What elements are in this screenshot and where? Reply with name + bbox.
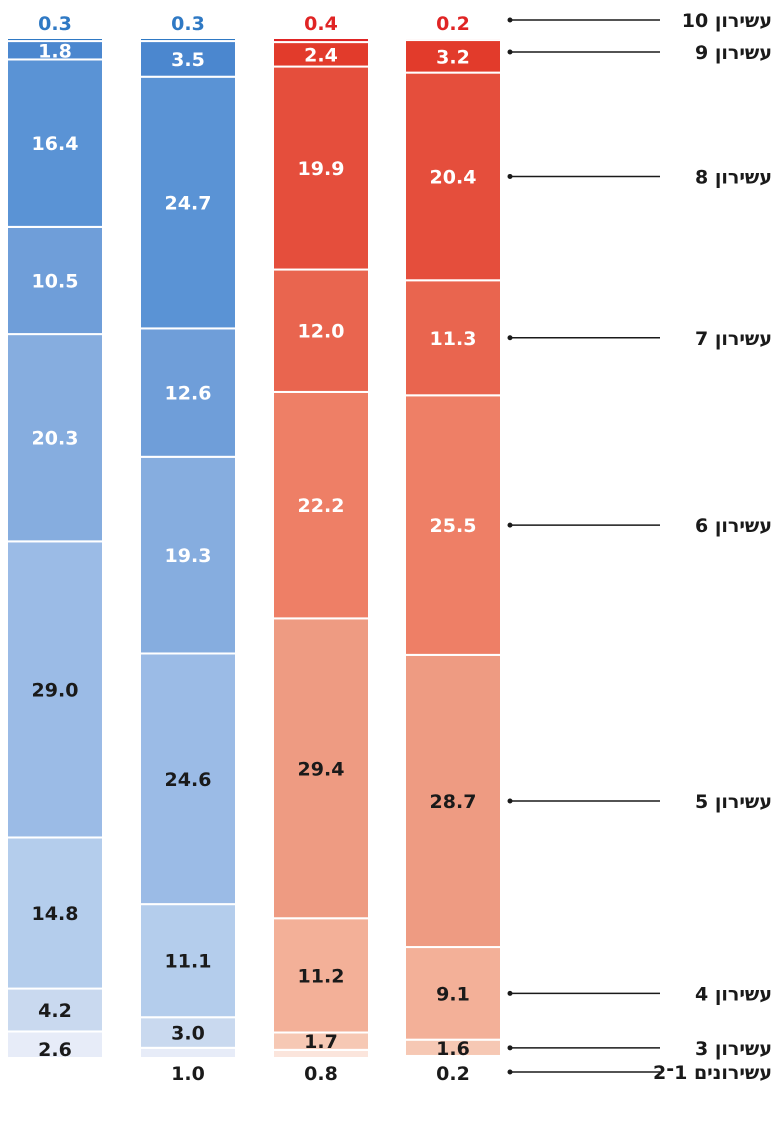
data-label: 19.9 xyxy=(298,158,345,180)
data-label: 3.0 xyxy=(171,1023,205,1045)
leader-dot xyxy=(507,990,513,996)
bar-segment xyxy=(139,75,237,330)
bar-segment xyxy=(6,987,104,1033)
bar-segment xyxy=(6,58,104,228)
bar-column-3 xyxy=(272,37,370,1059)
leader-dot xyxy=(507,49,513,55)
bar-segment xyxy=(272,268,370,393)
data-label: 29.0 xyxy=(32,679,79,701)
leader-dot xyxy=(507,17,513,23)
data-label: 12.0 xyxy=(298,321,345,343)
category-label: עשירונים 1־2 xyxy=(653,1062,772,1084)
leader-dot xyxy=(507,335,513,341)
leader-dot xyxy=(507,1045,513,1051)
data-label: 25.5 xyxy=(430,515,477,537)
bar-segment xyxy=(139,40,237,78)
data-label: 1.7 xyxy=(304,1031,338,1053)
data-label: 1.0 xyxy=(171,1063,205,1085)
data-label: 22.2 xyxy=(298,495,345,517)
bar-segment xyxy=(139,1016,237,1049)
category-label: עשירון 4 xyxy=(695,983,772,1005)
data-label: 11.2 xyxy=(298,965,345,987)
leader-dot xyxy=(507,173,513,179)
bar-segment xyxy=(139,652,237,906)
bar-segment xyxy=(272,917,370,1034)
category-label: עשירון 3 xyxy=(695,1038,772,1060)
bar-segment xyxy=(272,37,370,44)
bar-segment xyxy=(272,617,370,920)
bar-segment xyxy=(139,455,237,655)
data-label: 9.1 xyxy=(436,983,470,1005)
category-label: עשירון 6 xyxy=(695,515,772,537)
category-label: עשירון 5 xyxy=(695,791,772,813)
bar-segment xyxy=(404,37,502,42)
data-label: 11.1 xyxy=(165,951,212,973)
data-label: 2.4 xyxy=(304,44,338,66)
bar-column-1 xyxy=(6,37,104,1060)
category-label: עשירון 8 xyxy=(695,166,772,188)
category-label: עשירון 9 xyxy=(695,42,772,64)
leader-dot xyxy=(507,522,513,528)
data-label: 19.3 xyxy=(165,545,212,567)
bar-segment xyxy=(404,279,502,397)
category-label: עשירון 10 xyxy=(682,10,772,32)
bar-segment xyxy=(6,333,104,543)
data-label: 4.2 xyxy=(38,1000,72,1022)
data-label: 1.8 xyxy=(38,40,72,62)
data-label: 24.7 xyxy=(165,193,212,215)
data-label: 12.6 xyxy=(165,383,212,405)
data-label: 0.3 xyxy=(38,13,72,35)
bar-segment xyxy=(272,41,370,68)
bar-segment xyxy=(272,65,370,271)
data-label: 14.8 xyxy=(32,903,79,925)
leader-dot xyxy=(507,798,513,804)
data-label: 0.3 xyxy=(171,13,205,35)
category-label: עשירון 7 xyxy=(695,328,772,350)
data-label: 0.8 xyxy=(304,1063,338,1085)
data-label: 28.7 xyxy=(430,791,477,813)
data-label: 2.6 xyxy=(38,1039,72,1061)
bar-segment xyxy=(6,37,104,43)
data-label: 24.6 xyxy=(165,769,212,791)
bar-column-2 xyxy=(139,37,237,1059)
bar-segment xyxy=(404,653,502,949)
data-label: 0.2 xyxy=(436,1063,470,1085)
data-label: 0.2 xyxy=(436,13,470,35)
data-label: 10.5 xyxy=(32,270,79,292)
bar-segment xyxy=(6,1030,104,1060)
data-label: 3.5 xyxy=(171,49,205,71)
data-label: 20.3 xyxy=(32,428,79,450)
data-label: 3.2 xyxy=(436,46,470,68)
bar-segment xyxy=(6,540,104,839)
data-label: 20.4 xyxy=(430,166,477,188)
bar-segment xyxy=(139,1046,237,1059)
data-label: 29.4 xyxy=(298,758,345,780)
bar-segment xyxy=(272,390,370,620)
leader-dot xyxy=(507,1069,513,1075)
bar-segment xyxy=(6,225,104,336)
bar-segment xyxy=(404,71,502,282)
data-label: 16.4 xyxy=(32,133,79,155)
bar-segment xyxy=(139,37,237,43)
data-label: 0.4 xyxy=(304,13,338,35)
bar-segment xyxy=(139,327,237,458)
bar-segment xyxy=(404,394,502,656)
bar-segment xyxy=(404,946,502,1041)
data-label: 1.6 xyxy=(436,1038,470,1060)
data-label: 11.3 xyxy=(430,328,477,350)
bar-column-4 xyxy=(404,37,502,1060)
